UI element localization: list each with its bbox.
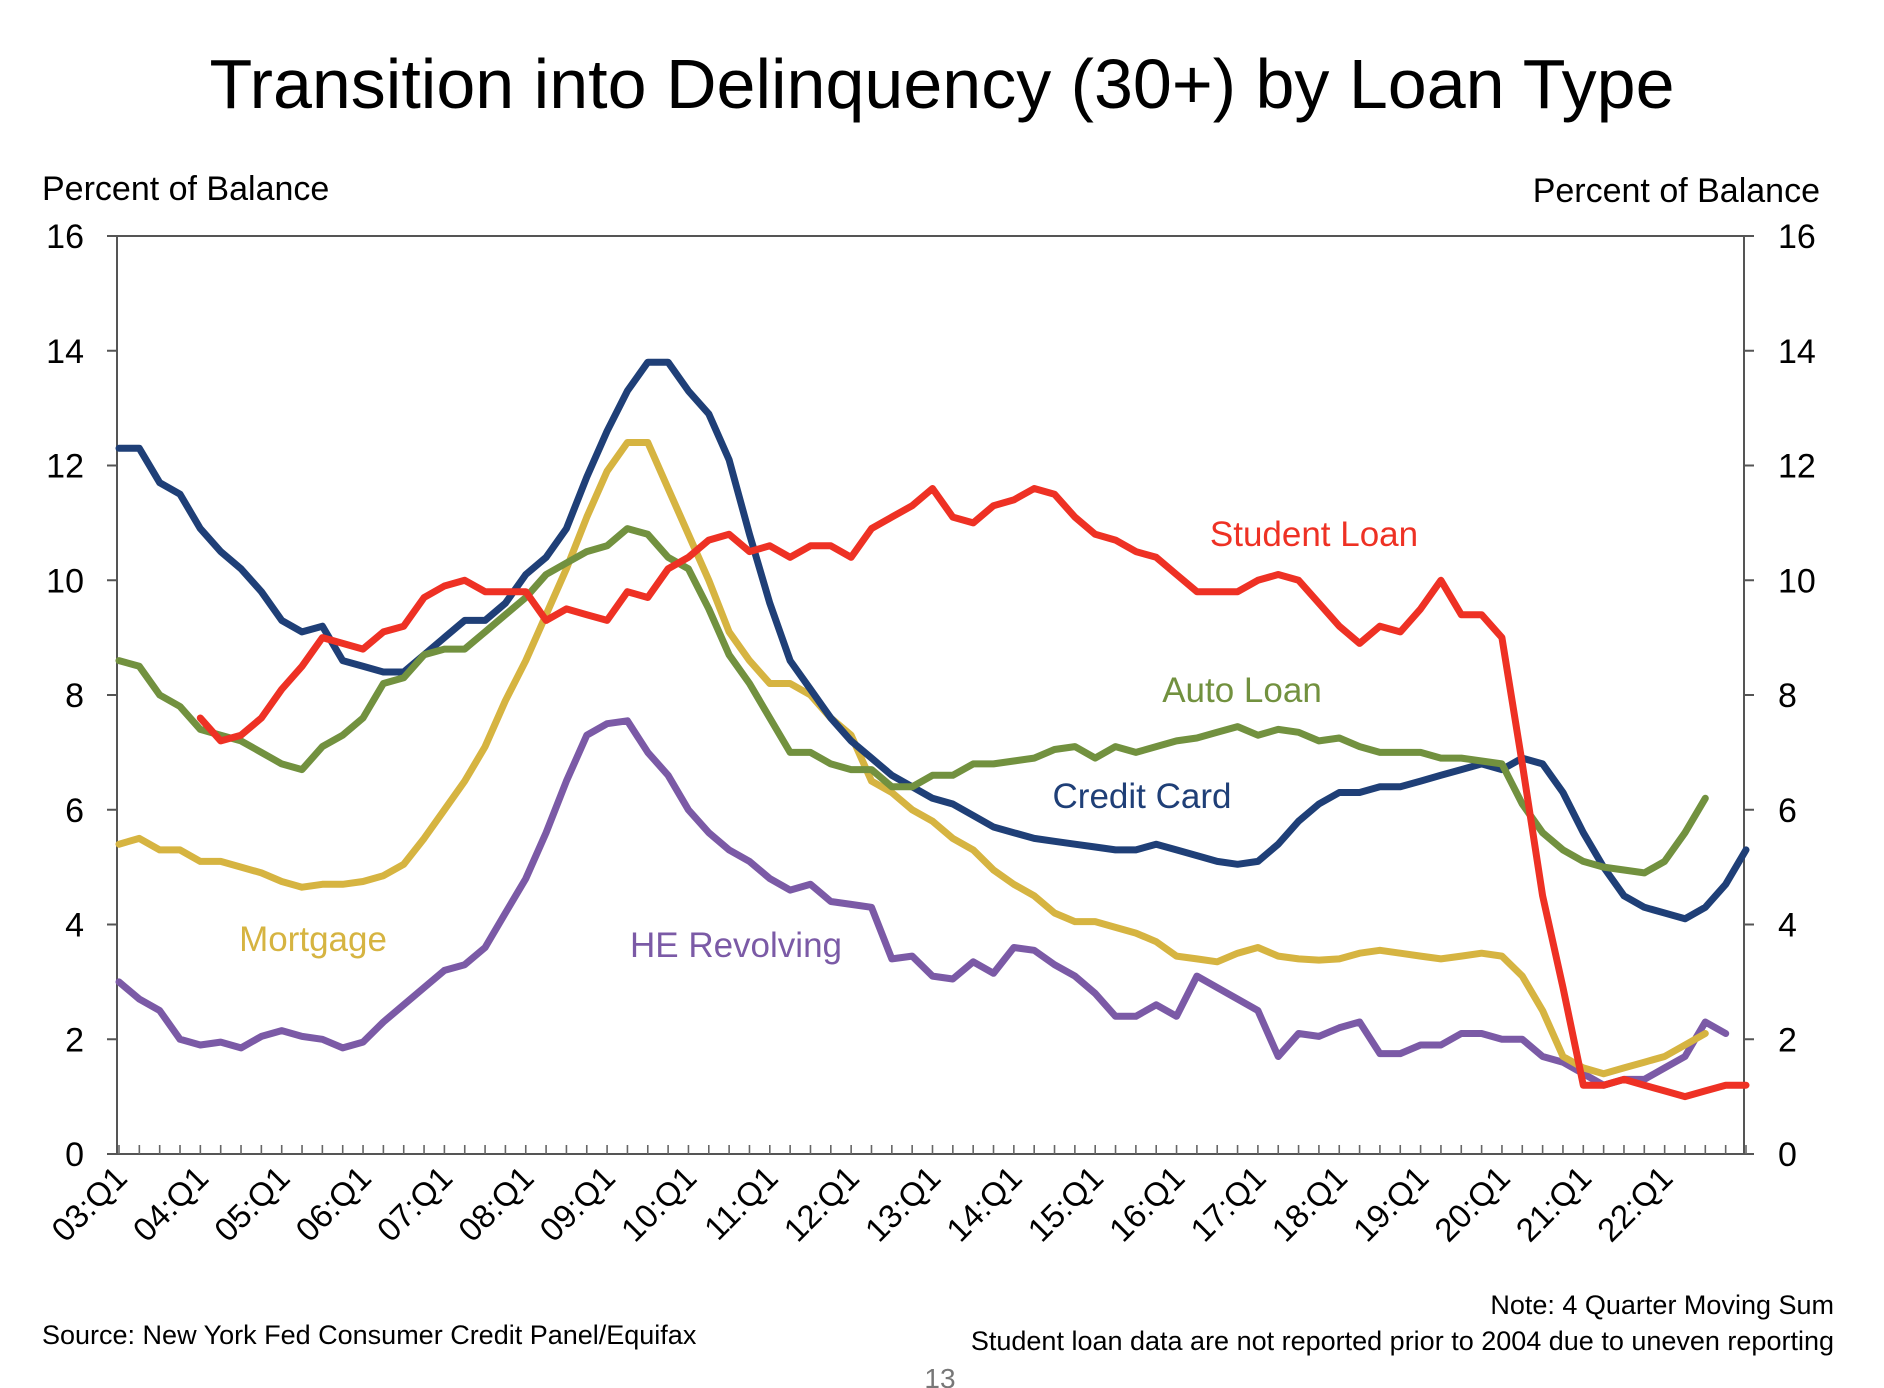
y-tick-label-left: 0 — [65, 1136, 84, 1174]
x-tick-label: 13:Q1 — [858, 1159, 948, 1249]
y-tick-label-left: 10 — [46, 562, 84, 600]
series-label-mortgage: Mortgage — [239, 920, 387, 959]
x-tick-label: 03:Q1 — [44, 1159, 134, 1249]
x-tick-label: 04:Q1 — [126, 1159, 216, 1249]
y-tick-label-left: 14 — [46, 333, 84, 371]
x-tick-label: 18:Q1 — [1264, 1159, 1354, 1249]
series-label-auto-loan: Auto Loan — [1162, 671, 1322, 710]
y-tick-label-right: 4 — [1778, 907, 1797, 945]
axes: 0 0 2 2 4 4 6 6 8 8 10 10 12 12 14 14 16 16 03:Q104:Q105:Q… — [44, 218, 1816, 1249]
y-tick-label-left: 8 — [65, 677, 84, 715]
chart-title: Transition into Delinquency (30+) by Loa… — [209, 45, 1674, 123]
left-axis-label: Percent of Balance — [42, 170, 329, 208]
x-tick-label: 15:Q1 — [1020, 1159, 1110, 1249]
series-label-he-revolving: HE Revolving — [630, 926, 842, 965]
series-line-he-revolving — [115, 717, 1730, 1089]
x-tick-label: 17:Q1 — [1183, 1159, 1273, 1249]
y-tick-label-right: 16 — [1778, 218, 1816, 256]
x-tick-label: 21:Q1 — [1509, 1159, 1599, 1249]
series-line-credit-card — [115, 358, 1750, 923]
y-tick-label-right: 14 — [1778, 333, 1816, 371]
y-tick-label-right: 12 — [1778, 448, 1816, 486]
series-label-student-loan: Student Loan — [1210, 515, 1418, 554]
y-tick-label-left: 4 — [65, 907, 84, 945]
moving-sum-note: Note: 4 Quarter Moving Sum — [1490, 1290, 1834, 1320]
x-tick-label: 08:Q1 — [451, 1159, 541, 1249]
y-tick-label-left: 16 — [46, 218, 84, 256]
y-tick-label-left: 12 — [46, 448, 84, 486]
y-tick-label-right: 8 — [1778, 677, 1797, 715]
y-tick-label-right: 2 — [1778, 1021, 1797, 1059]
y-tick-label-left: 2 — [65, 1021, 84, 1059]
x-tick-label: 16:Q1 — [1102, 1159, 1192, 1249]
x-tick-label: 05:Q1 — [207, 1159, 297, 1249]
y-tick-label-left: 6 — [65, 792, 84, 830]
series-layer — [115, 358, 1750, 1101]
x-tick-label: 14:Q1 — [939, 1159, 1029, 1249]
x-tick-label: 20:Q1 — [1427, 1159, 1517, 1249]
source-note: Source: New York Fed Consumer Credit Pan… — [42, 1320, 697, 1350]
page-number: 13 — [924, 1363, 955, 1388]
series-label-credit-card: Credit Card — [1053, 777, 1232, 816]
series-line-student-loan — [196, 485, 1750, 1101]
x-tick-label: 22:Q1 — [1590, 1159, 1680, 1249]
series-labels: Student Loan Credit Card Auto Loan Mortgage… — [239, 515, 1418, 965]
x-tick-label: 12:Q1 — [776, 1159, 866, 1249]
x-tick-label: 07:Q1 — [370, 1159, 460, 1249]
right-axis-label: Percent of Balance — [1533, 172, 1820, 210]
student-loan-note: Student loan data are not reported prior… — [971, 1326, 1834, 1356]
x-tick-label: 11:Q1 — [697, 1159, 785, 1247]
x-tick-label: 06:Q1 — [288, 1159, 378, 1249]
x-tick-label: 19:Q1 — [1346, 1159, 1436, 1249]
x-tick-label: 09:Q1 — [532, 1159, 622, 1249]
y-tick-label-right: 0 — [1778, 1136, 1797, 1174]
x-tick-label: 10:Q1 — [614, 1159, 704, 1249]
series-line-auto-loan — [115, 525, 1709, 877]
y-tick-label-right: 10 — [1778, 562, 1816, 600]
plot-frame — [116, 235, 1745, 1155]
y-tick-label-right: 6 — [1778, 792, 1797, 830]
series-line-mortgage — [115, 439, 1709, 1078]
